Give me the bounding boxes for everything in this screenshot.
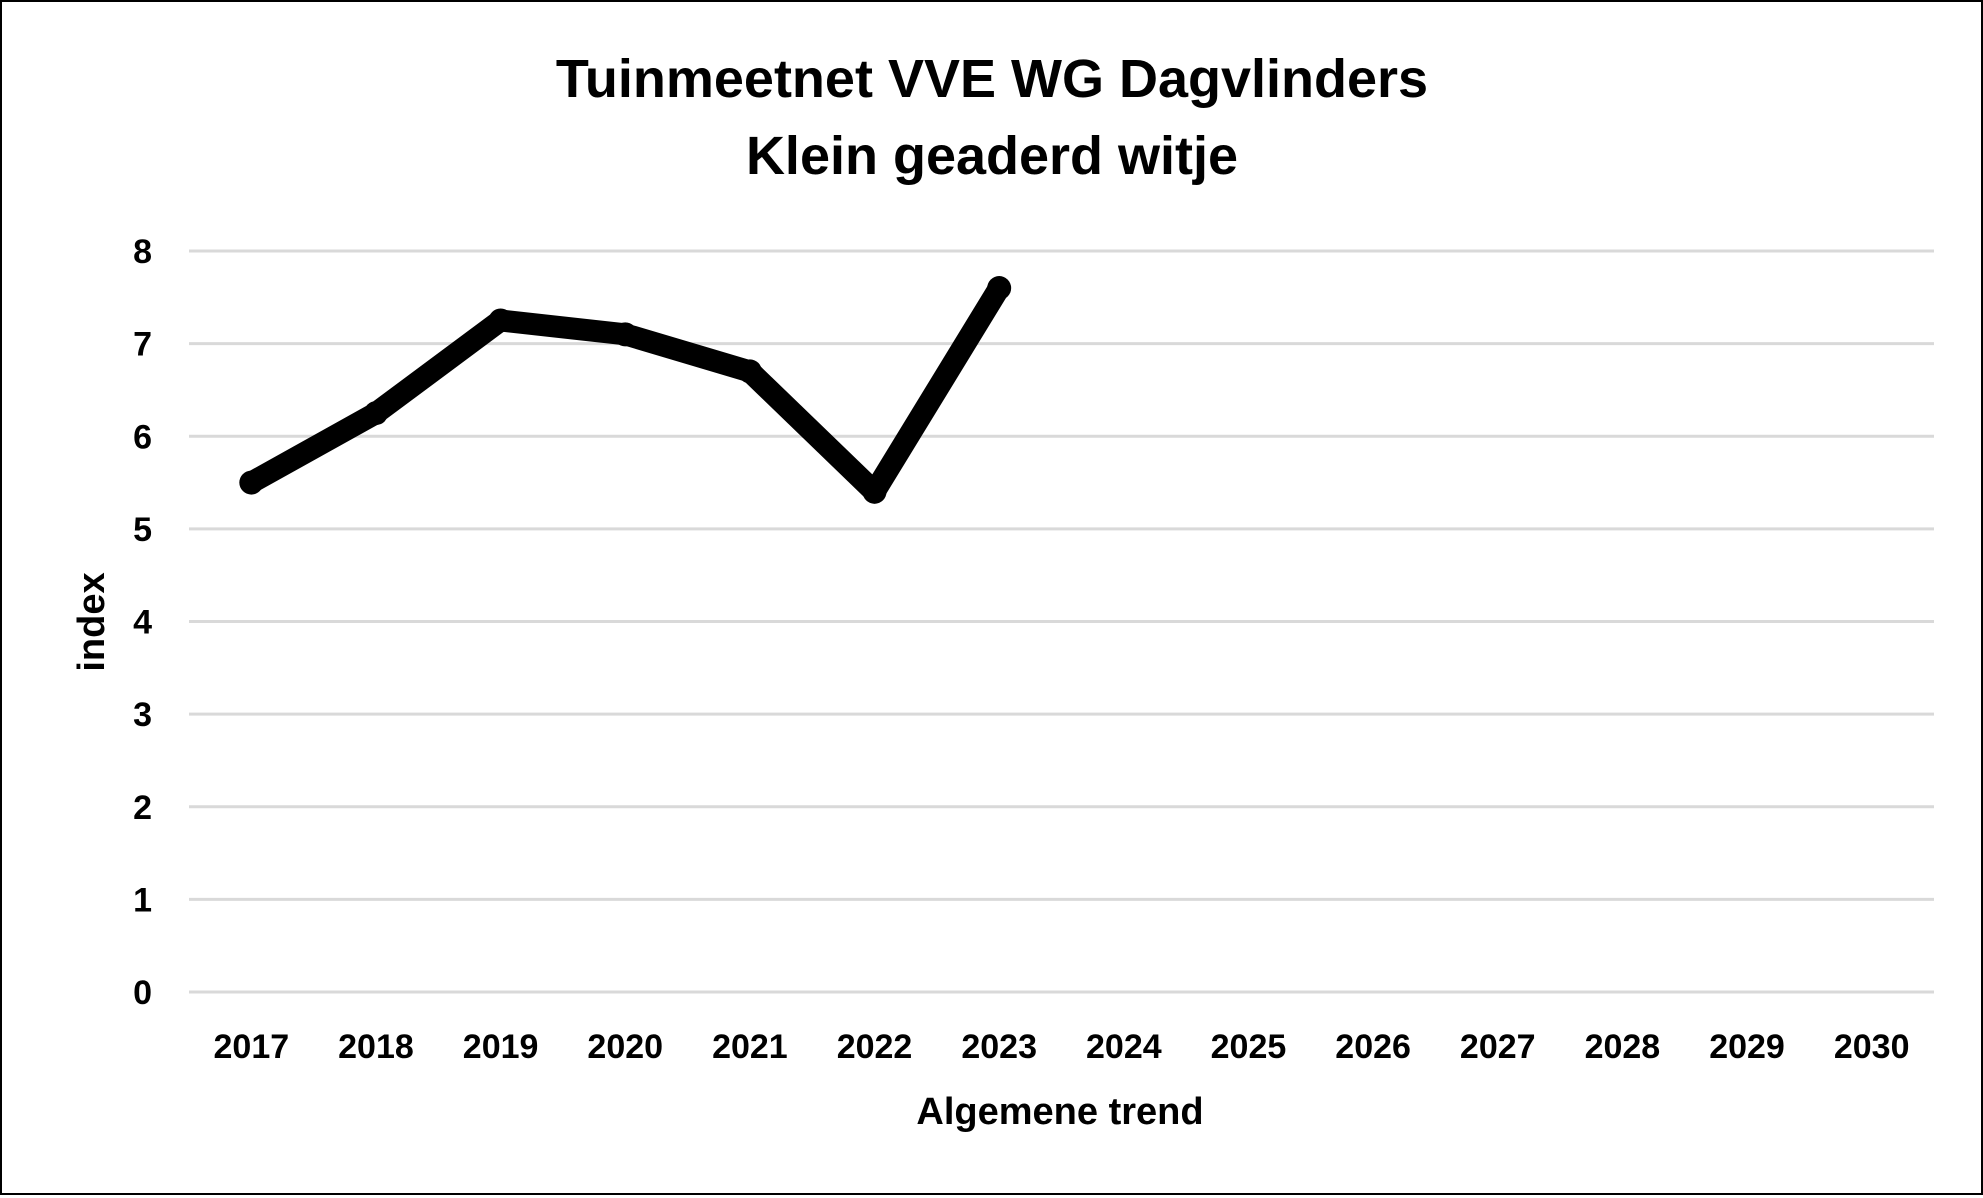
gridlines <box>189 249 1934 994</box>
y-tick-label: 8 <box>133 233 152 271</box>
x-tick-label: 2017 <box>214 1028 290 1066</box>
x-tick-label: 2019 <box>463 1028 539 1066</box>
data-point <box>363 401 388 426</box>
x-tick-label: 2018 <box>338 1028 414 1066</box>
data-point <box>488 308 513 333</box>
x-tick-label: 2022 <box>837 1028 913 1066</box>
data-point <box>862 479 887 504</box>
x-tick-label: 2027 <box>1460 1028 1536 1066</box>
x-tick-label: 2021 <box>712 1028 788 1066</box>
x-axis-ticks: 2017 2018 2019 2020 2021 2022 2023 2024 2025 2026… <box>214 1028 1910 1066</box>
x-tick-label: 2023 <box>961 1028 1037 1066</box>
x-tick-label: 2020 <box>587 1028 663 1066</box>
x-tick-label: 2030 <box>1834 1028 1910 1066</box>
chart-subtitle: Klein geaderd witje <box>746 126 1238 186</box>
x-tick-label: 2029 <box>1709 1028 1785 1066</box>
chart-title: Tuinmeetnet VVE WG Dagvlinders <box>556 49 1428 109</box>
y-tick-label: 1 <box>133 881 152 919</box>
y-tick-label: 4 <box>133 604 152 642</box>
x-tick-label: 2025 <box>1211 1028 1287 1066</box>
x-tick-label: 2026 <box>1335 1028 1411 1066</box>
y-axis-title: index <box>71 572 113 671</box>
y-tick-label: 6 <box>133 418 152 456</box>
data-point <box>239 470 264 495</box>
y-tick-label: 5 <box>133 511 152 549</box>
x-tick-label: 2024 <box>1086 1028 1162 1066</box>
y-axis-ticks: 0 1 2 3 4 5 6 7 8 <box>133 233 152 1012</box>
data-point <box>737 359 762 384</box>
series-layer <box>239 276 1012 504</box>
x-tick-label: 2028 <box>1585 1028 1661 1066</box>
x-axis-title: Algemene trend <box>916 1091 1203 1133</box>
y-tick-label: 0 <box>133 974 152 1012</box>
data-point <box>987 276 1012 301</box>
y-tick-label: 7 <box>133 326 152 364</box>
data-point <box>613 322 638 347</box>
y-tick-label: 2 <box>133 789 152 827</box>
y-tick-label: 3 <box>133 696 152 734</box>
series-line <box>240 277 1011 503</box>
